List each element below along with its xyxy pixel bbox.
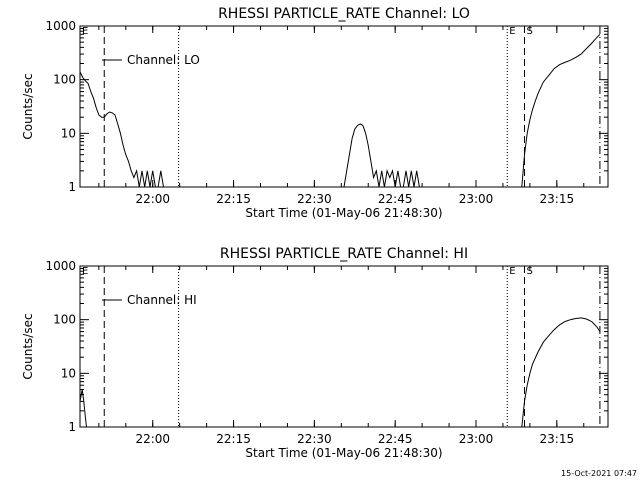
event-marker-label: E [82, 266, 88, 277]
y-tick-label: 100 [53, 313, 76, 327]
chart-title: RHESSI PARTICLE_RATE Channel: HI [220, 246, 468, 262]
x-tick-label: 23:15 [540, 192, 575, 206]
x-tick-label: 22:30 [297, 432, 332, 446]
event-marker-label: S [526, 266, 532, 277]
event-marker-label: E [509, 26, 515, 37]
legend-entry: Channel: LO [127, 53, 200, 67]
y-tick-label: 1 [68, 420, 76, 434]
y-tick-label: 10 [61, 366, 76, 380]
chart-title: RHESSI PARTICLE_RATE Channel: LO [218, 6, 470, 22]
x-tick-label: 22:15 [216, 432, 251, 446]
x-tick-label: 23:00 [459, 432, 494, 446]
y-axis-label: Counts/sec [21, 313, 35, 379]
x-tick-label: 22:15 [216, 192, 251, 206]
y-tick-label: 1000 [45, 259, 76, 273]
event-marker-label: E [509, 266, 515, 277]
y-tick-label: 1 [68, 180, 76, 194]
event-marker-label: S [526, 26, 532, 37]
legend-entry: Channel: HI [127, 293, 197, 307]
generation-timestamp: 15-Oct-2021 07:47 [561, 469, 637, 478]
x-tick-label: 23:15 [540, 432, 575, 446]
x-tick-label: 23:00 [459, 192, 494, 206]
x-tick-label: 22:45 [378, 192, 413, 206]
x-tick-label: 22:30 [297, 192, 332, 206]
panel-2: RHESSI PARTICLE_RATE Channel: HI Start Ti… [21, 246, 609, 460]
x-axis-label: Start Time (01-May-06 21:48:30) [245, 446, 442, 460]
x-axis-label: Start Time (01-May-06 21:48:30) [245, 206, 442, 220]
y-tick-label: 10 [61, 126, 76, 140]
event-marker-label: E [82, 26, 88, 37]
y-tick-label: 100 [53, 73, 76, 87]
y-tick-label: 1000 [45, 19, 76, 33]
series-line [79, 317, 601, 428]
series-line [79, 33, 601, 188]
x-tick-label: 22:00 [135, 192, 170, 206]
panel-1: RHESSI PARTICLE_RATE Channel: LO Start Ti… [21, 6, 609, 220]
x-tick-label: 22:00 [135, 432, 170, 446]
y-axis-label: Counts/sec [21, 73, 35, 139]
x-tick-label: 22:45 [378, 432, 413, 446]
